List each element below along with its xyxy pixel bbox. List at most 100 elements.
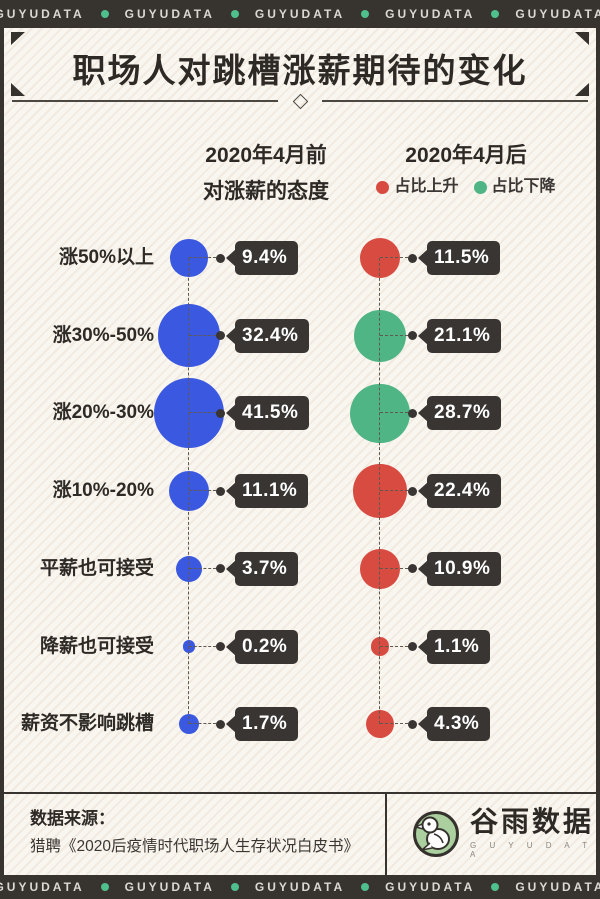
- tag-dot-icon: [216, 642, 225, 651]
- brand-wordmark: GUYUDATA: [385, 880, 476, 894]
- row-label: 涨10%-20%: [52, 480, 154, 502]
- row-label: 平薪也可接受: [39, 557, 154, 579]
- tag-dot-icon: [216, 486, 225, 496]
- brand-wordmark: GUYUDATA: [124, 880, 215, 894]
- dashed-connector: [380, 567, 408, 569]
- value-tag-text: 0.2%: [235, 629, 299, 664]
- legend-label: 占比上升: [394, 178, 459, 195]
- dashed-connector: [380, 490, 408, 492]
- dashed-connector: [189, 412, 216, 414]
- value-tag-text: 22.4%: [427, 474, 502, 509]
- value-tag: 41.5%: [216, 396, 310, 431]
- value-tag-text: 3.7%: [235, 551, 299, 586]
- tag-pointer-icon: [418, 249, 428, 267]
- value-tag-text: 28.7%: [427, 396, 502, 431]
- legend-label: 占比下降: [491, 178, 556, 195]
- logo-subtext: G U Y U D A T A: [470, 841, 593, 859]
- column-header-before-line1: 2020年4月前: [205, 144, 327, 167]
- tag-pointer-icon: [418, 326, 428, 345]
- legend-dot-icon: [376, 180, 390, 194]
- tag-dot-icon: [408, 564, 417, 574]
- tag-pointer-icon: [418, 404, 428, 423]
- dashed-connector: [380, 334, 408, 336]
- tag-dot-icon: [408, 408, 417, 418]
- bubble-chart: 涨50%以上 9.4% 涨30%-50% 32.4% 涨20%-30% 41.5% 涨10%…: [4, 28, 596, 875]
- tag-dot-icon: [408, 486, 417, 496]
- column-header-before-line2: 对涨薪的态度: [203, 180, 329, 203]
- top-brand-bar: GUYUDATA GUYUDATA GUYUDATA GUYUDATA GUYUDATA: [0, 0, 600, 28]
- logo-name: 谷雨数据: [470, 807, 595, 838]
- tag-dot-icon: [408, 642, 417, 651]
- row-label: 薪资不影响跳槽: [20, 713, 154, 735]
- brand-dot-icon: [361, 883, 370, 891]
- tag-dot-icon: [216, 253, 225, 263]
- brand-wordmark: GUYUDATA: [515, 880, 600, 894]
- value-tag: 1.1%: [408, 629, 491, 664]
- source-label: 数据来源：: [30, 809, 115, 828]
- brand-wordmark: GUYUDATA: [254, 880, 346, 894]
- tag-dot-icon: [408, 719, 417, 729]
- value-tag: 22.4%: [408, 474, 502, 509]
- value-tag-text: 1.1%: [427, 629, 491, 664]
- legend-item: 占比上升: [376, 177, 459, 197]
- tag-dot-icon: [216, 719, 225, 729]
- source-text: 猎聘《2020后疫情时代职场人生存状况白皮书》: [30, 838, 359, 855]
- tag-pointer-icon: [226, 637, 236, 656]
- value-tag-text: 11.5%: [427, 241, 501, 275]
- brand-wordmark: GUYUDATA: [385, 7, 476, 21]
- dashed-guide-vertical: [379, 258, 380, 725]
- column-header-before: 2020年4月前 对涨薪的态度: [156, 138, 376, 210]
- row-label: 涨50%以上: [58, 247, 154, 268]
- tag-pointer-icon: [418, 715, 428, 734]
- dashed-connector: [189, 334, 216, 336]
- dashed-connector: [189, 567, 216, 569]
- brand-wordmark: GUYUDATA: [0, 7, 85, 21]
- legend-dot-icon: [473, 180, 487, 194]
- dashed-guide-vertical: [188, 258, 189, 725]
- dashed-connector: [380, 412, 408, 414]
- footer-divider: [0, 792, 600, 794]
- bottom-brand-bar: GUYUDATA GUYUDATA GUYUDATA GUYUDATA GUYUDATA: [0, 875, 600, 899]
- value-tag-text: 21.1%: [427, 318, 502, 353]
- tag-dot-icon: [216, 564, 225, 574]
- legend-item: 占比下降: [473, 177, 556, 197]
- value-tag: 11.5%: [408, 241, 501, 275]
- footer-vertical-divider: [385, 794, 387, 875]
- value-tag: 9.4%: [216, 241, 299, 275]
- value-tag-text: 1.7%: [235, 707, 299, 742]
- tag-dot-icon: [408, 253, 417, 263]
- dashed-connector: [189, 490, 216, 492]
- brand-dot-icon: [361, 10, 370, 18]
- value-tag: 28.7%: [408, 396, 502, 431]
- brand-wordmark: GUYUDATA: [0, 880, 85, 894]
- value-tag: 1.7%: [216, 707, 299, 742]
- tag-pointer-icon: [418, 637, 428, 656]
- row-label: 涨30%-50%: [52, 324, 154, 346]
- value-tag: 21.1%: [408, 318, 502, 353]
- column-header-after: 2020年4月后 占比上升 占比下降: [356, 138, 576, 197]
- guyudata-logo: 谷雨数据 G U Y U D A T A: [412, 808, 596, 859]
- legend: 占比上升 占比下降: [356, 177, 576, 197]
- value-tag-text: 9.4%: [235, 241, 299, 275]
- row-label: 涨20%-30%: [52, 402, 154, 424]
- value-tag: 0.2%: [216, 629, 299, 664]
- brand-dot-icon: [100, 10, 109, 18]
- page-title: 职场人对跳槽涨薪期待的变化: [72, 52, 528, 89]
- brand-wordmark: GUYUDATA: [124, 7, 215, 21]
- tag-pointer-icon: [226, 482, 236, 501]
- tag-dot-icon: [408, 331, 417, 341]
- brand-wordmark: GUYUDATA: [254, 7, 346, 21]
- dashed-connector: [189, 723, 216, 725]
- column-header-after-title: 2020年4月后: [405, 144, 527, 167]
- brand-dot-icon: [100, 883, 109, 891]
- value-tag-text: 10.9%: [427, 551, 502, 586]
- tag-pointer-icon: [226, 249, 236, 267]
- tag-dot-icon: [216, 331, 225, 341]
- title-divider: [12, 93, 588, 109]
- value-tag-text: 11.1%: [235, 474, 309, 509]
- value-tag-text: 4.3%: [427, 707, 491, 742]
- brand-dot-icon: [230, 883, 239, 891]
- value-tag: 11.1%: [216, 474, 309, 509]
- dashed-connector: [380, 645, 408, 647]
